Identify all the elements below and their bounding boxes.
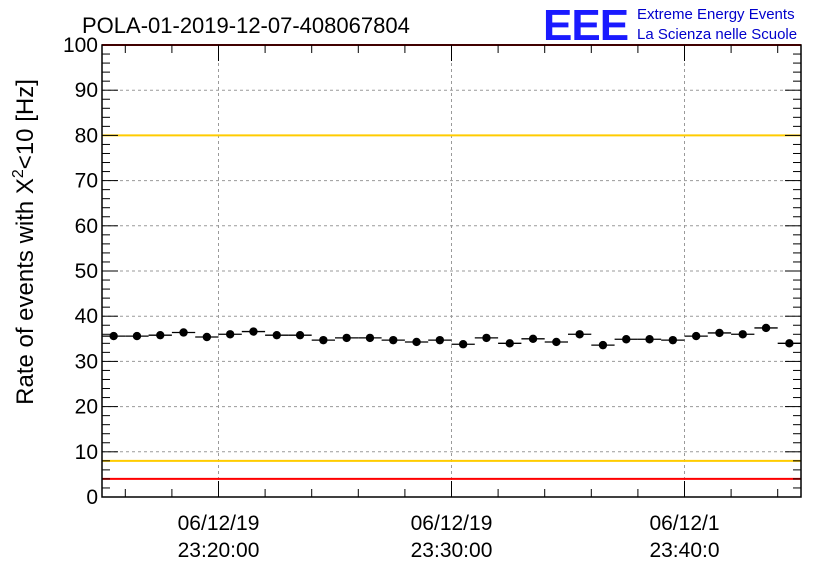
x-tick-date-label: 06/12/19 [411, 512, 493, 535]
data-point [335, 333, 359, 343]
data-point [171, 328, 196, 337]
eee-logo-letters: EEE [543, 1, 628, 50]
x-axis-ticks: 06/12/19 23:20:00 06/12/19 23:30:00 06/12/1 2… [178, 512, 720, 562]
data-point [498, 339, 522, 348]
data-series [102, 323, 801, 350]
y-tick-label: 10 [75, 441, 98, 464]
data-point [707, 328, 732, 338]
point-marker [482, 333, 491, 343]
point-marker [249, 327, 258, 336]
point-marker [528, 334, 538, 343]
y-tick-label: 70 [75, 170, 98, 193]
point-marker [598, 340, 608, 350]
data-point [404, 337, 429, 347]
grid [102, 45, 801, 497]
data-point [358, 333, 382, 343]
y-tick-label: 60 [75, 215, 98, 238]
point-marker [225, 330, 235, 339]
y-tick-label: 30 [75, 350, 98, 373]
eee-logo: EEE Extreme Energy Events La Scienza nel… [543, 1, 797, 50]
plot-frame [101, 44, 802, 498]
data-point [428, 335, 452, 345]
data-point [148, 330, 172, 340]
point-marker [132, 331, 142, 341]
data-point [754, 323, 778, 333]
run-title: POLA-01-2019-12-07-408067804 [82, 13, 410, 38]
y-axis-ticks: 0 10 20 30 40 50 60 70 80 90 100 [63, 34, 98, 509]
data-point [474, 333, 499, 343]
x-tick-date-label: 06/12/19 [178, 512, 260, 535]
data-point [544, 337, 568, 347]
y-tick-label: 80 [75, 124, 98, 147]
point-marker [575, 330, 584, 339]
data-point [521, 334, 545, 343]
point-marker [295, 330, 305, 340]
point-marker [272, 330, 281, 340]
point-marker [668, 335, 678, 345]
point-marker [202, 332, 212, 342]
y-tick-label: 20 [75, 396, 98, 419]
data-point [451, 340, 475, 349]
point-marker [645, 335, 654, 344]
point-marker [785, 339, 794, 348]
point-marker [319, 335, 328, 345]
data-point [614, 335, 638, 344]
y-tick-label: 40 [75, 305, 98, 328]
data-point [241, 327, 266, 336]
data-point [568, 330, 592, 339]
data-point [381, 335, 405, 345]
data-point [288, 330, 312, 340]
data-point [731, 330, 755, 339]
y-tick-label: 90 [75, 79, 98, 102]
point-marker [179, 328, 188, 337]
point-marker [156, 330, 165, 340]
point-marker [458, 340, 468, 349]
eee-logo-line-1: Extreme Energy Events [637, 6, 795, 23]
y-axis-label: Rate of events with X2<10 [Hz] [10, 79, 39, 405]
point-marker [342, 333, 351, 343]
point-marker [715, 328, 724, 338]
x-tick-time-label: 23:20:00 [178, 539, 260, 562]
point-marker [761, 323, 771, 333]
point-marker [505, 339, 514, 348]
x-tick-time-label: 23:30:00 [411, 539, 493, 562]
y-tick-label: 0 [86, 486, 98, 509]
data-point [637, 335, 662, 344]
point-marker [435, 335, 445, 345]
data-point [125, 331, 149, 341]
data-point [265, 330, 289, 340]
point-marker [109, 331, 118, 341]
point-marker [552, 337, 561, 347]
data-point [661, 335, 685, 345]
point-marker [365, 333, 375, 343]
point-marker [412, 337, 421, 347]
x-tick-time-label: 23:40:0 [649, 539, 719, 562]
data-point [102, 331, 126, 341]
data-point [591, 340, 615, 350]
point-marker [389, 335, 398, 345]
x-tick-date-label: 06/12/1 [649, 512, 719, 535]
data-point [777, 339, 801, 348]
data-point [218, 330, 242, 339]
data-point [195, 332, 219, 342]
data-point [684, 331, 708, 341]
point-marker [738, 330, 747, 339]
data-point [311, 335, 335, 345]
y-tick-label: 100 [63, 34, 98, 57]
point-marker [691, 331, 701, 341]
eee-logo-line-2: La Scienza nelle Scuole [637, 26, 797, 43]
y-tick-label: 50 [75, 260, 98, 283]
point-marker [622, 335, 631, 344]
